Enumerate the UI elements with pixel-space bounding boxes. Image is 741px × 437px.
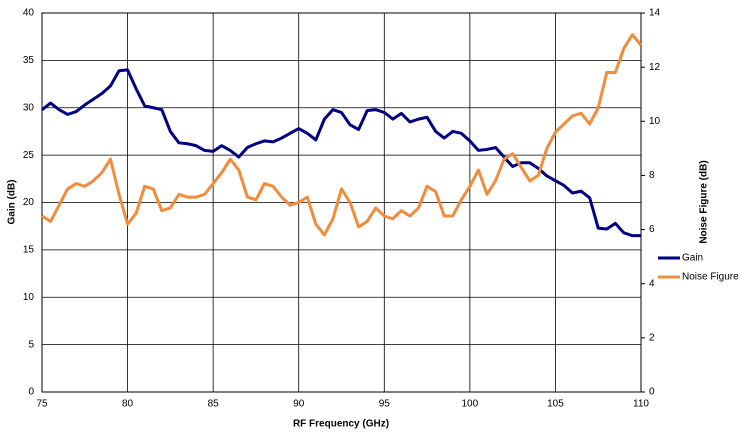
y2-tick-label: 2: [649, 332, 655, 343]
x-tick-label: 85: [208, 399, 220, 410]
y-tick-label: 25: [23, 150, 35, 161]
y-axis-title: Gain (dB): [7, 180, 18, 225]
y-tick-label: 20: [23, 197, 35, 208]
y2-tick-label: 4: [649, 278, 655, 289]
y-tick-label: 30: [23, 102, 35, 113]
series-line: [41, 68, 641, 238]
y-tick-label: 40: [23, 8, 35, 19]
y-tick-label: 5: [28, 339, 34, 350]
x-tick-label: 95: [379, 399, 391, 410]
y2-tick-label: 6: [649, 224, 655, 235]
x-tick-label: 90: [293, 399, 305, 410]
x-axis-title: RF Frequency (GHz): [293, 419, 389, 430]
y2-tick-label: 14: [649, 8, 661, 19]
x-tick-label: 110: [633, 399, 649, 410]
series-line: [41, 33, 643, 237]
y-tick-label: 15: [23, 245, 35, 256]
y2-tick-label: 12: [649, 62, 661, 73]
x-tick-label: 105: [547, 399, 564, 410]
y2-axis-title: Noise Figure (dB): [699, 160, 710, 243]
y2-tick-label: 8: [649, 170, 655, 181]
y2-tick-label: 10: [649, 116, 661, 127]
y-tick-label: 35: [23, 55, 35, 66]
y-tick-label: 0: [28, 387, 34, 398]
x-tick-label: 75: [36, 399, 48, 410]
y2-tick-label: 0: [649, 387, 655, 398]
plot-border: [41, 12, 642, 393]
x-tick-label: 80: [122, 399, 134, 410]
x-tick-label: 100: [462, 399, 479, 410]
legend-label: Noise Figure: [682, 272, 739, 283]
legend-label: Gain: [682, 253, 703, 264]
y-tick-label: 10: [23, 292, 35, 303]
